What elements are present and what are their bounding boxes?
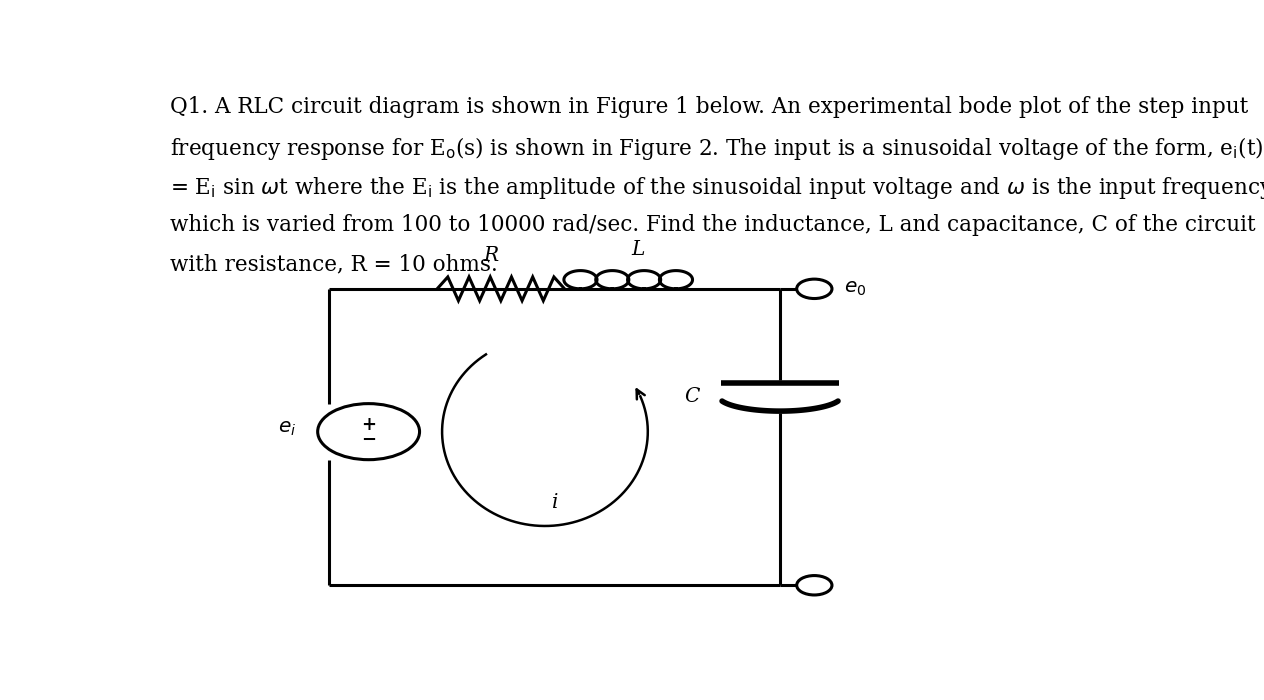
Text: $e_0$: $e_0$ xyxy=(844,279,866,298)
Text: Q1. A RLC circuit diagram is shown in Figure 1 below. An experimental bode plot : Q1. A RLC circuit diagram is shown in Fi… xyxy=(169,96,1248,118)
Text: frequency response for E$_\mathrm{o}$(s) is shown in Figure 2. The input is a si: frequency response for E$_\mathrm{o}$(s)… xyxy=(169,135,1263,162)
Text: i: i xyxy=(551,493,557,512)
Text: with resistance, R = 10 ohms.: with resistance, R = 10 ohms. xyxy=(169,253,498,275)
Text: −: − xyxy=(362,431,377,449)
Text: which is varied from 100 to 10000 rad/sec. Find the inductance, L and capacitanc: which is varied from 100 to 10000 rad/se… xyxy=(169,214,1255,236)
Text: L: L xyxy=(631,240,645,259)
Text: +: + xyxy=(362,416,377,434)
Text: = E$_\mathrm{i}$ sin $\omega$t where the E$_\mathrm{i}$ is the amplitude of the : = E$_\mathrm{i}$ sin $\omega$t where the… xyxy=(169,174,1264,201)
Text: R: R xyxy=(484,246,498,265)
Text: $e_i$: $e_i$ xyxy=(278,419,296,438)
Text: C: C xyxy=(684,387,700,406)
